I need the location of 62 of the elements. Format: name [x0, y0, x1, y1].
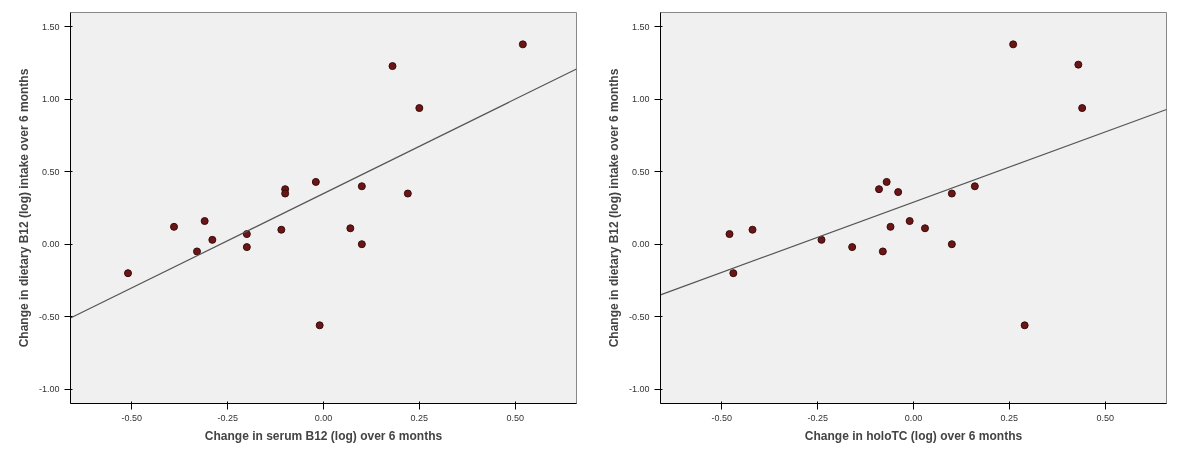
- point: [388, 62, 397, 71]
- y-tick-label: 1.00: [631, 94, 650, 105]
- point: [882, 177, 891, 186]
- point: [315, 321, 324, 330]
- point: [905, 217, 914, 226]
- x-tick-label: 0.25: [410, 412, 429, 423]
- point: [1074, 60, 1083, 69]
- x-tick-label: 0.50: [506, 412, 524, 423]
- point: [311, 177, 320, 186]
- x-tick-label: -0.50: [711, 412, 733, 423]
- x-axis-title: Change in holoTC (log) over 6 months: [804, 428, 1023, 443]
- y-tick-label: 0.50: [41, 166, 60, 177]
- y-axis-title: Change in dietary B12 (log) intake over 6 months: [606, 68, 621, 348]
- point: [357, 182, 366, 191]
- point: [947, 240, 956, 249]
- x-tick-label: 0.00: [904, 412, 923, 423]
- y-tick-label: -1.00: [38, 384, 60, 395]
- point: [277, 225, 286, 234]
- point: [124, 269, 132, 278]
- point: [170, 222, 178, 231]
- y-tick-label: 1.50: [631, 21, 650, 32]
- y-tick-label: 0.00: [41, 239, 60, 250]
- point: [947, 189, 956, 198]
- point: [200, 217, 209, 226]
- point: [886, 222, 895, 231]
- point: [357, 240, 366, 249]
- point: [1020, 321, 1029, 330]
- y-tick-label: -1.00: [628, 384, 650, 395]
- point: [894, 188, 903, 197]
- point: [242, 243, 251, 252]
- point: [878, 247, 887, 256]
- point: [848, 243, 857, 252]
- point: [281, 189, 290, 198]
- y-tick-label: 1.00: [41, 94, 60, 105]
- y-tick-label: 0.00: [631, 239, 650, 250]
- point: [193, 247, 201, 256]
- point: [1009, 40, 1018, 49]
- y-axis-title: Change in dietary B12 (log) intake over 6 months: [16, 68, 31, 348]
- point: [748, 225, 757, 234]
- point: [415, 104, 424, 113]
- y-tick-label: -0.50: [628, 311, 650, 322]
- point: [729, 269, 738, 278]
- x-tick-label: 0.50: [1096, 412, 1114, 423]
- x-axis-title: Change in serum B12 (log) over 6 months: [204, 428, 443, 443]
- point: [921, 224, 929, 233]
- x-tick-label: -0.25: [217, 412, 238, 423]
- x-tick-label: -0.25: [807, 412, 828, 423]
- point: [346, 224, 355, 233]
- point: [875, 185, 883, 194]
- x-tick-label: -0.50: [121, 412, 143, 423]
- y-tick-label: -0.50: [38, 311, 60, 322]
- point: [1078, 104, 1087, 113]
- x-tick-label: 0.25: [1000, 412, 1019, 423]
- y-tick-label: 1.50: [41, 21, 60, 32]
- point: [208, 235, 217, 244]
- point: [403, 189, 412, 198]
- point: [817, 235, 826, 244]
- y-tick-label: 0.50: [631, 166, 650, 177]
- x-tick-label: 0.00: [314, 412, 333, 423]
- point: [518, 40, 527, 49]
- point: [725, 230, 734, 239]
- point: [970, 182, 979, 191]
